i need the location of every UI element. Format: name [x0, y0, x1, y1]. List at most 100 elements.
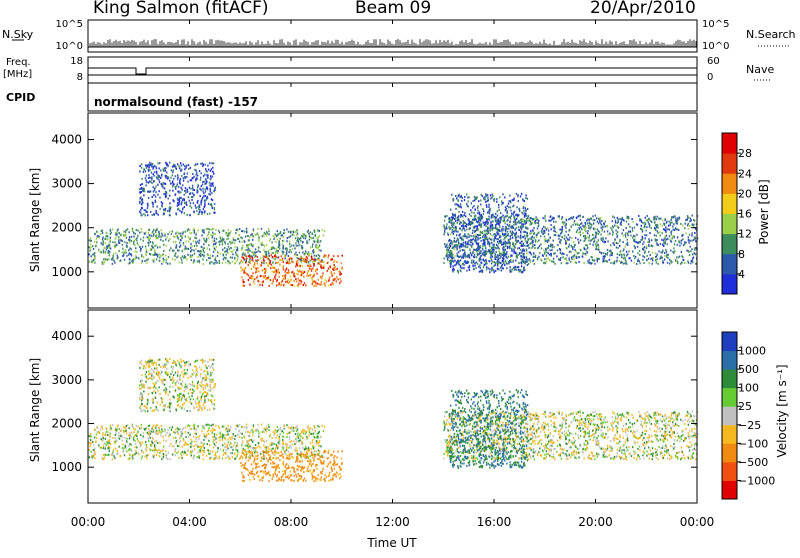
power-point — [514, 234, 515, 236]
power-point — [460, 255, 461, 257]
power-point — [195, 174, 196, 176]
power-point — [282, 247, 283, 249]
power-point — [179, 210, 180, 212]
power-point — [486, 251, 487, 253]
power-point — [534, 232, 535, 234]
power-point — [265, 269, 266, 271]
power-point — [212, 228, 213, 230]
power-point — [648, 218, 649, 220]
power-point — [212, 255, 213, 257]
power-point — [674, 236, 675, 238]
power-point — [509, 243, 510, 245]
power-point — [287, 237, 288, 239]
power-point — [328, 279, 329, 281]
power-point — [162, 254, 163, 256]
power-point — [671, 230, 672, 232]
velocity-point — [128, 449, 129, 451]
power-point — [498, 248, 499, 250]
power-point — [515, 259, 516, 261]
power-point — [470, 241, 471, 243]
power-point — [563, 253, 564, 255]
velocity-point — [318, 432, 319, 434]
power-point — [281, 255, 282, 257]
power-point — [202, 248, 203, 250]
power-point — [135, 255, 136, 257]
power-point — [209, 213, 210, 215]
power-point — [530, 230, 531, 232]
velocity-point — [282, 446, 283, 448]
power-point — [178, 255, 179, 257]
power-point — [275, 274, 276, 276]
power-point — [656, 262, 657, 264]
power-point — [176, 168, 177, 170]
power-point — [545, 227, 546, 229]
velocity-point — [154, 449, 155, 451]
power-colorbar-segment — [722, 133, 737, 154]
power-point — [591, 224, 592, 226]
power-point — [299, 244, 300, 246]
power-point — [462, 197, 463, 199]
power-colorbar-tick-label: 8 — [738, 248, 745, 261]
power-point — [562, 221, 563, 223]
power-point — [478, 200, 479, 202]
power-point — [461, 229, 462, 231]
power-point — [214, 233, 215, 235]
power-point — [661, 225, 662, 227]
power-point — [264, 272, 265, 274]
power-point — [542, 217, 543, 219]
power-point — [519, 210, 520, 212]
power-point — [166, 163, 167, 165]
velocity-point — [178, 457, 179, 459]
power-point — [157, 194, 158, 196]
power-point — [519, 270, 520, 272]
power-point — [664, 252, 665, 254]
power-point — [186, 165, 187, 167]
velocity-point — [295, 447, 296, 449]
power-point — [272, 252, 273, 254]
power-point — [169, 214, 170, 216]
power-point — [661, 239, 662, 241]
power-point — [613, 226, 614, 228]
velocity-point — [202, 449, 203, 451]
power-point — [242, 279, 243, 281]
power-point — [199, 170, 200, 172]
power-point — [312, 243, 313, 245]
power-point — [169, 238, 170, 240]
power-point — [671, 219, 672, 221]
velocity-point — [295, 433, 296, 435]
power-point — [288, 262, 289, 264]
power-data — [88, 162, 698, 287]
power-point — [597, 244, 598, 246]
power-point — [155, 196, 156, 198]
power-point — [290, 235, 291, 237]
power-point — [576, 256, 577, 258]
power-point — [466, 223, 467, 225]
power-point — [202, 229, 203, 231]
power-point — [554, 263, 555, 265]
power-point — [562, 256, 563, 258]
velocity-point — [153, 429, 154, 431]
power-point — [604, 225, 605, 227]
power-point — [263, 280, 264, 282]
power-point — [688, 236, 689, 238]
power-point — [302, 251, 303, 253]
power-point — [159, 260, 160, 262]
power-point — [273, 238, 274, 240]
power-point — [133, 258, 134, 260]
power-point — [115, 245, 116, 247]
power-point — [536, 236, 537, 238]
power-point — [615, 220, 616, 222]
velocity-point — [169, 427, 170, 429]
velocity-point — [203, 458, 204, 460]
power-point — [110, 229, 111, 231]
power-point — [289, 236, 290, 238]
power-point — [617, 257, 618, 259]
power-point — [241, 270, 242, 272]
power-point — [682, 225, 683, 227]
power-point — [619, 240, 620, 242]
power-point — [626, 221, 627, 223]
power-point — [201, 246, 202, 248]
power-point — [561, 236, 562, 238]
power-point — [276, 284, 277, 286]
power-point — [447, 259, 448, 261]
